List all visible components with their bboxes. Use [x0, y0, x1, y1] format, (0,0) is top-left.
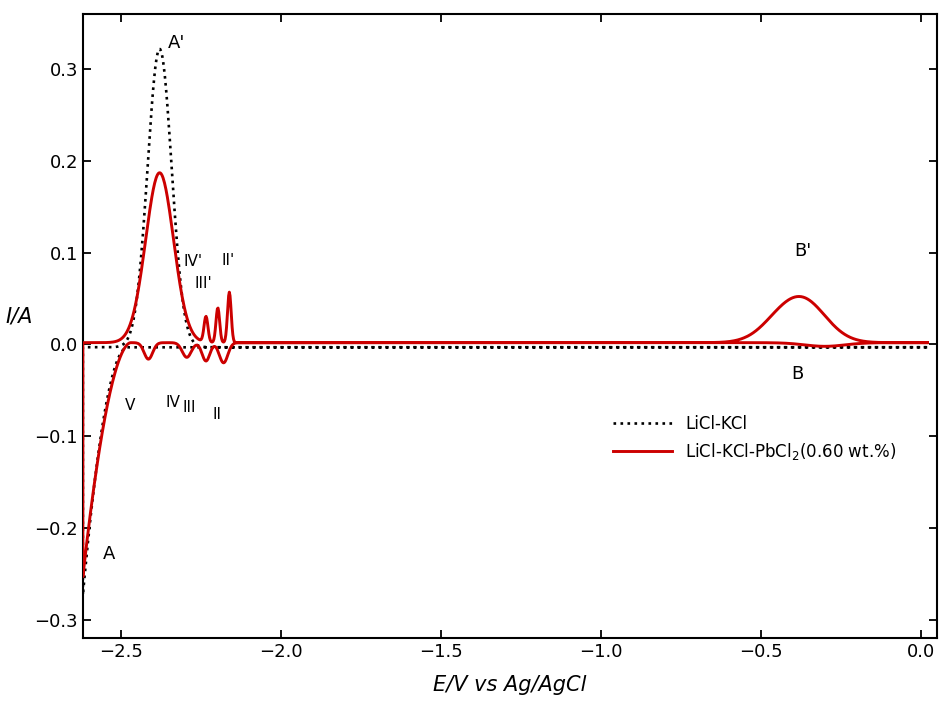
LiCl-KCl-PbCl$_2$(0.60 wt.%): [920, 338, 931, 347]
LiCl-KCl-PbCl$_2$(0.60 wt.%): [922, 338, 933, 347]
Y-axis label: I/A: I/A: [5, 306, 32, 326]
LiCl-KCl: [580, 343, 592, 352]
Text: II': II': [222, 253, 235, 268]
Text: B: B: [791, 364, 804, 383]
Text: III': III': [195, 277, 212, 291]
LiCl-KCl: [103, 343, 114, 352]
Text: IV': IV': [184, 255, 203, 269]
LiCl-KCl-PbCl$_2$(0.60 wt.%): [464, 338, 476, 347]
Text: A': A': [167, 35, 185, 52]
LiCl-KCl-PbCl$_2$(0.60 wt.%): [821, 313, 832, 322]
LiCl-KCl-PbCl$_2$(0.60 wt.%): [350, 338, 361, 347]
LiCl-KCl-PbCl$_2$(0.60 wt.%): [922, 338, 933, 347]
LiCl-KCl-PbCl$_2$(0.60 wt.%): [492, 338, 503, 347]
LiCl-KCl: [154, 45, 165, 53]
LiCl-KCl: [77, 591, 88, 599]
Text: IV: IV: [165, 395, 181, 410]
Legend: LiCl-KCl, LiCl-KCl-PbCl$_2$(0.60 wt.%): LiCl-KCl, LiCl-KCl-PbCl$_2$(0.60 wt.%): [607, 408, 902, 469]
Text: III: III: [183, 400, 197, 415]
Line: LiCl-KCl: LiCl-KCl: [83, 49, 927, 595]
Text: A: A: [103, 545, 115, 563]
LiCl-KCl-PbCl$_2$(0.60 wt.%): [77, 573, 88, 581]
LiCl-KCl: [238, 343, 249, 352]
Text: V: V: [126, 398, 136, 413]
LiCl-KCl: [267, 343, 279, 352]
X-axis label: E/V vs Ag/AgCl: E/V vs Ag/AgCl: [433, 675, 587, 695]
Text: B': B': [794, 242, 811, 260]
LiCl-KCl: [652, 343, 664, 352]
LiCl-KCl: [237, 343, 248, 352]
Line: LiCl-KCl-PbCl$_2$(0.60 wt.%): LiCl-KCl-PbCl$_2$(0.60 wt.%): [83, 173, 927, 577]
LiCl-KCl-PbCl$_2$(0.60 wt.%): [154, 169, 165, 177]
LiCl-KCl: [922, 343, 933, 352]
Text: II: II: [212, 407, 222, 422]
LiCl-KCl-PbCl$_2$(0.60 wt.%): [747, 329, 758, 337]
LiCl-KCl: [922, 343, 933, 352]
